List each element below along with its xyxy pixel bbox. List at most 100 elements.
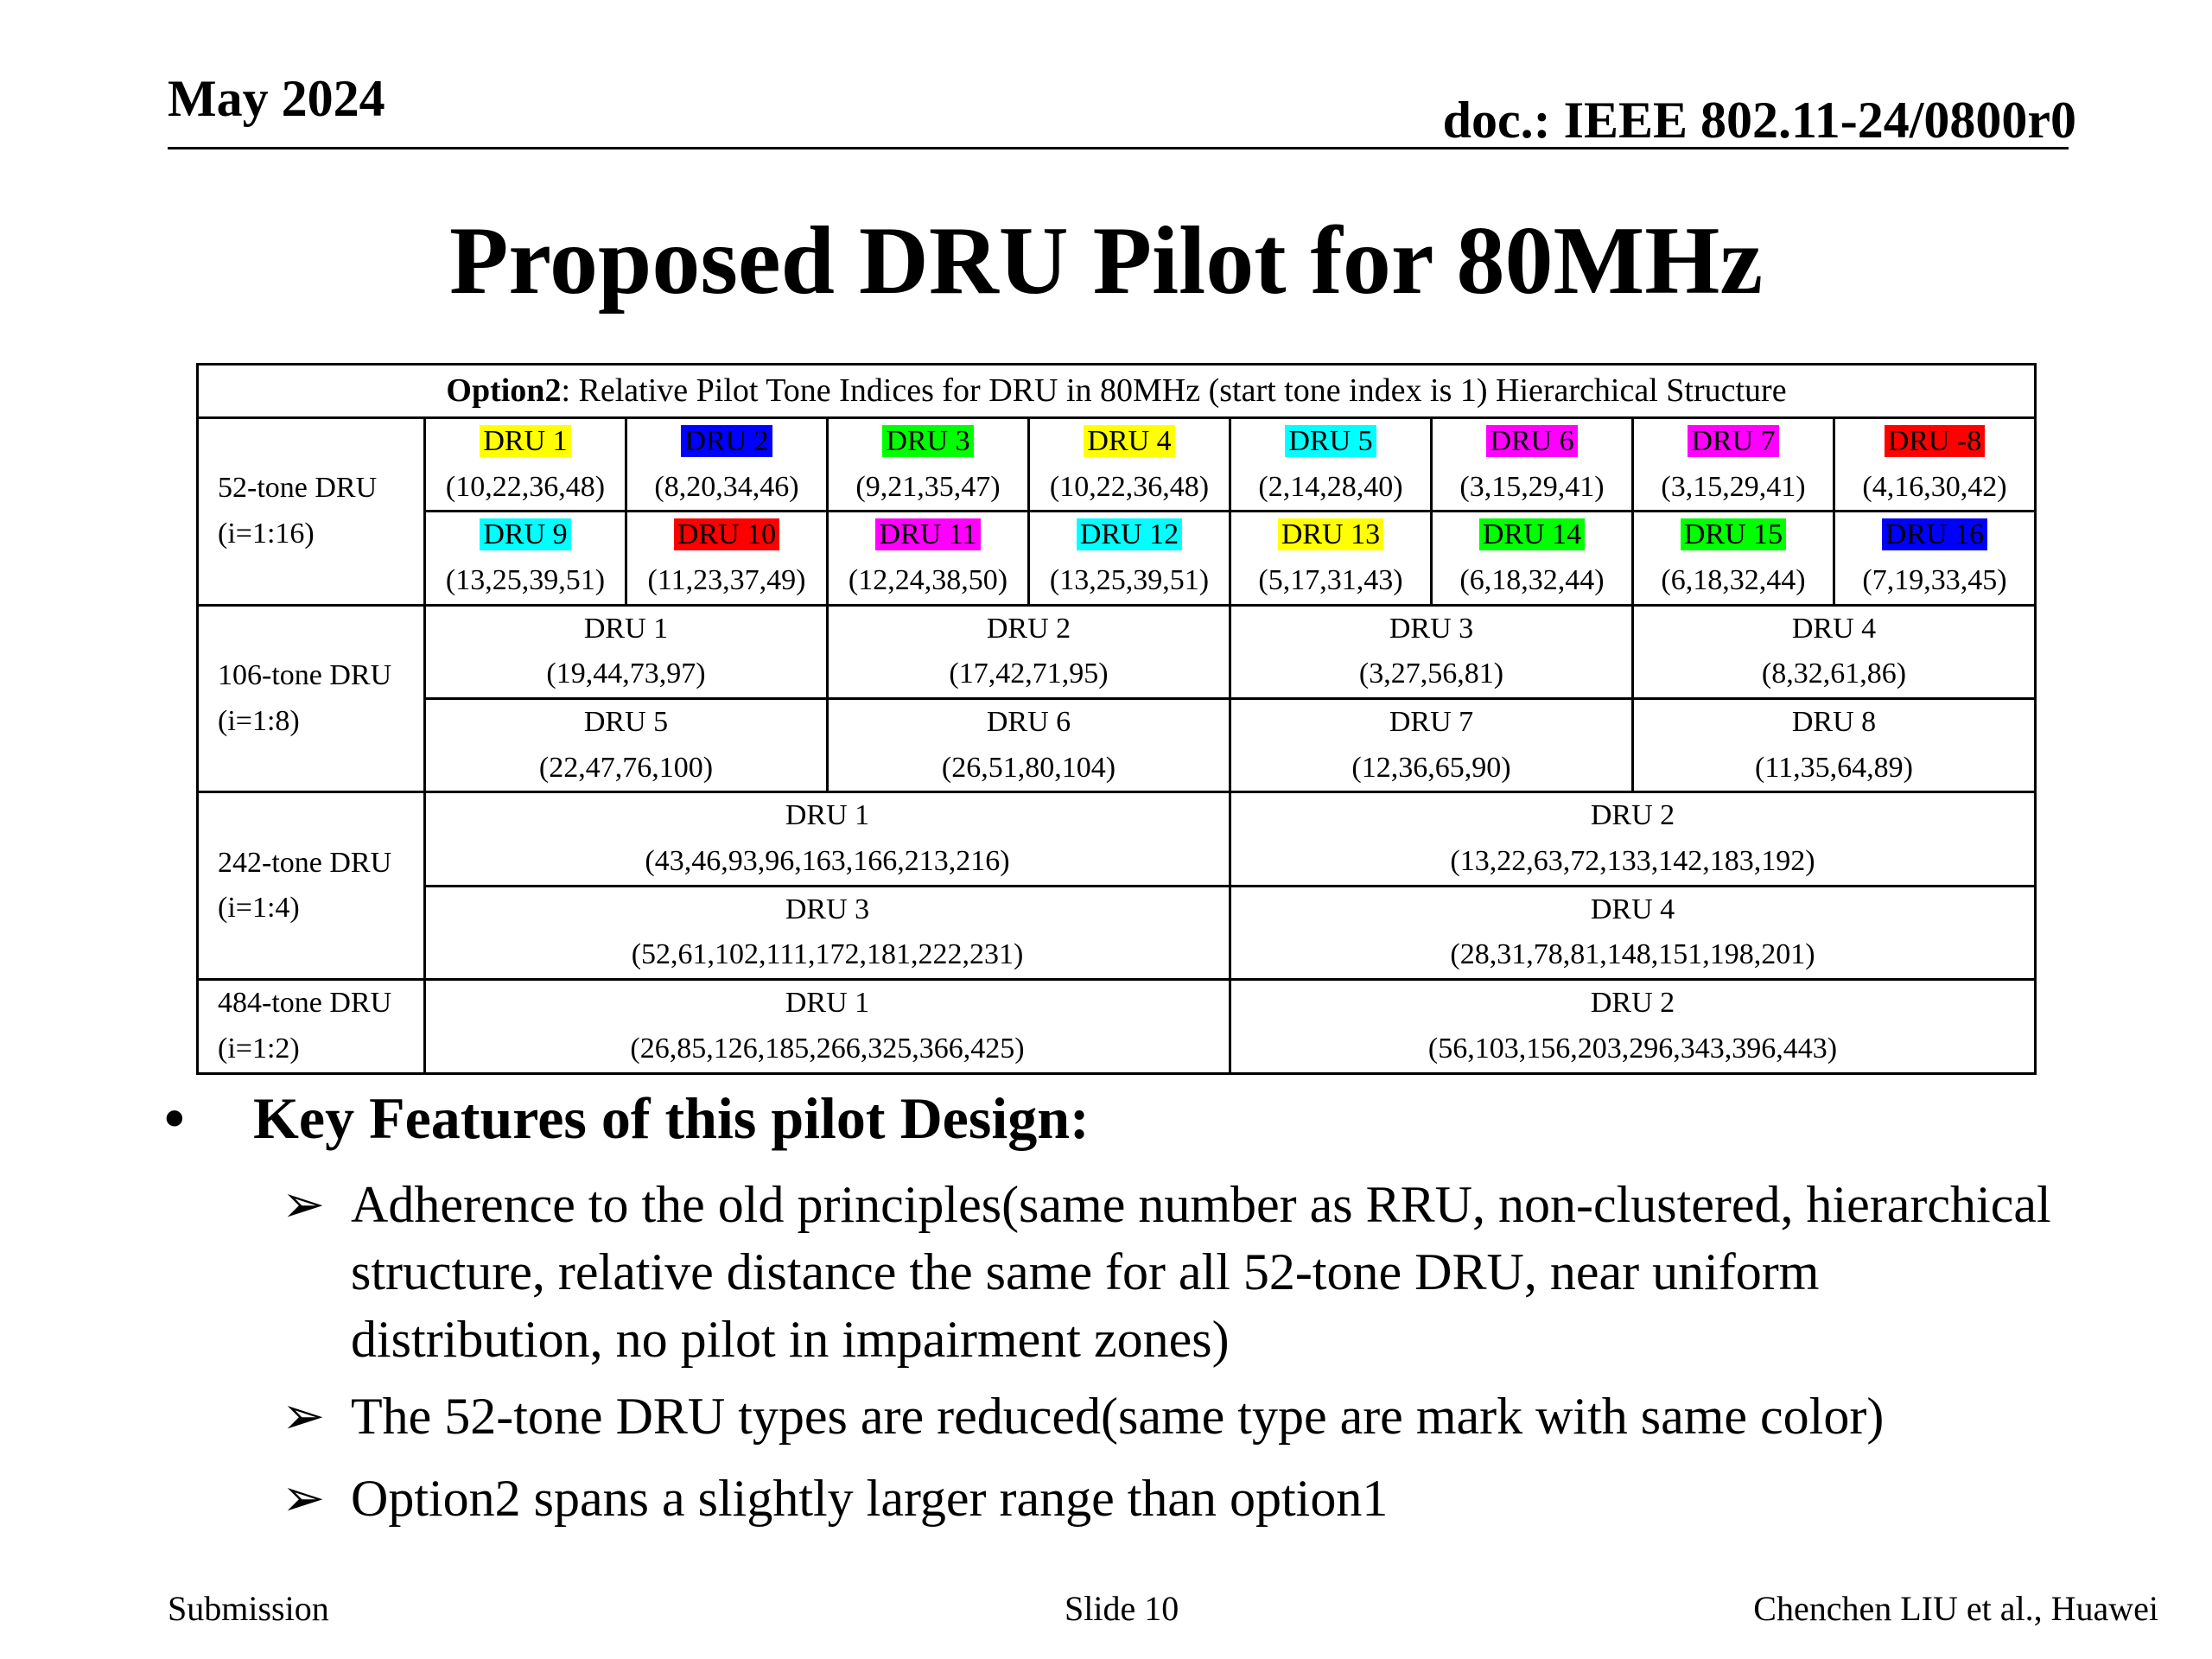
- dru52-indices: (3,15,29,41): [1661, 470, 1806, 503]
- dru52-indices: (11,23,37,49): [647, 563, 806, 596]
- dru52-indices: (10,22,36,48): [1049, 470, 1210, 503]
- feature-text: Option2 spans a slightly larger range th…: [351, 1470, 1389, 1527]
- dru484-cell: DRU 2 (56,103,156,203,296,343,396,443): [1229, 978, 2037, 1075]
- dru106-name: DRU 3: [1389, 612, 1474, 645]
- dru52-indices: (13,25,39,51): [445, 563, 606, 596]
- dru-pilot-table: Option2: Relative Pilot Tone Indices for…: [196, 363, 2037, 1075]
- dru52-indices: (8,20,34,46): [654, 470, 799, 503]
- caption-option: Option2: [446, 372, 562, 409]
- dru52-cell: DRU 13 (5,17,31,43): [1229, 510, 1433, 607]
- dru106-indices: (8,32,61,86): [1761, 658, 1907, 690]
- dru106-indices: (11,35,64,89): [1755, 751, 1913, 784]
- dru106-cell: DRU 4 (8,32,61,86): [1631, 603, 2037, 701]
- dru106-indices: (3,27,56,81): [1358, 658, 1504, 690]
- arrow-bullet-icon: ➢: [282, 1388, 326, 1445]
- dru106-name: DRU 5: [583, 706, 669, 739]
- dru242-cell: DRU 3 (52,61,102,111,172,181,222,231): [423, 884, 1231, 982]
- arrow-bullet-icon: ➢: [282, 1470, 326, 1527]
- dru242-indices: (28,31,78,81,148,151,198,201): [1450, 938, 1815, 971]
- feature-text: Adherence to the old principles(same num…: [351, 1176, 2051, 1368]
- arrow-bullet-icon: ➢: [282, 1176, 326, 1233]
- slide-title: Proposed DRU Pilot for 80MHz: [448, 207, 1764, 315]
- dru52-indices: (5,17,31,43): [1258, 563, 1403, 596]
- dru106-cell: DRU 1 (19,44,73,97): [423, 603, 829, 701]
- dru106-indices: (12,36,65,90): [1351, 751, 1511, 784]
- footer-slide-number: Slide 10: [1065, 1589, 1179, 1628]
- dru484-name: DRU 2: [1590, 987, 1675, 1020]
- dru52-name: DRU 1: [480, 424, 571, 457]
- dru242-indices: (43,46,93,96,163,166,213,216): [645, 845, 1010, 878]
- dru106-name: DRU 8: [1791, 706, 1877, 739]
- dru52-indices: (7,19,33,45): [1862, 563, 2007, 596]
- dru52-cell: DRU 3 (9,21,35,47): [826, 416, 1030, 513]
- dru52-name: DRU 4: [1084, 424, 1175, 457]
- header-rule: [168, 147, 2069, 149]
- dru52-name: DRU 13: [1277, 518, 1384, 551]
- dru242-cell: DRU 2 (13,22,63,72,133,142,183,192): [1229, 791, 2037, 887]
- dru52-indices: (3,15,29,41): [1459, 470, 1605, 503]
- dru52-cell: DRU 1 (10,22,36,48): [423, 416, 627, 513]
- dru106-cell: DRU 3 (3,27,56,81): [1229, 603, 1634, 701]
- dru106-cell: DRU 7 (12,36,65,90): [1229, 697, 1634, 794]
- row-header-52: 52-tone DRU (i=1:16): [196, 416, 426, 607]
- row-range-52: (i=1:16): [218, 517, 315, 550]
- row-label-484: 484-tone DRU: [218, 987, 392, 1020]
- dru484-name: DRU 1: [785, 987, 870, 1020]
- dru52-indices: (6,18,32,44): [1459, 563, 1605, 596]
- row-range-242: (i=1:4): [218, 892, 300, 925]
- key-features-heading: • Key Features of this pilot Design:: [164, 1084, 1090, 1153]
- dru52-cell: DRU 10 (11,23,37,49): [625, 510, 829, 607]
- dru52-cell: DRU 15 (6,18,32,44): [1631, 510, 1835, 607]
- footer-submission: Submission: [168, 1589, 329, 1628]
- header-doc-id: doc.: IEEE 802.11-24/0800r0: [1442, 92, 2076, 149]
- dru52-name: DRU 6: [1486, 424, 1578, 457]
- dru106-name: DRU 4: [1791, 612, 1877, 645]
- feature-item: ➢ Adherence to the old principles(same n…: [282, 1171, 2062, 1373]
- dru52-name: DRU 3: [882, 424, 974, 457]
- dru52-cell: DRU 7 (3,15,29,41): [1631, 416, 1835, 513]
- feature-text: The 52-tone DRU types are reduced(same t…: [351, 1388, 1885, 1445]
- row-header-106: 106-tone DRU (i=1:8): [196, 603, 426, 794]
- dru52-indices: (4,16,30,42): [1862, 470, 2007, 503]
- dru106-indices: (19,44,73,97): [546, 658, 706, 690]
- dru106-cell: DRU 8 (11,35,64,89): [1631, 697, 2037, 794]
- feature-item: ➢ The 52-tone DRU types are reduced(same…: [282, 1382, 2062, 1450]
- dru242-cell: DRU 1 (43,46,93,96,163,166,213,216): [423, 791, 1231, 887]
- dru52-cell: DRU 16 (7,19,33,45): [1833, 510, 2037, 607]
- dru242-cell: DRU 4 (28,31,78,81,148,151,198,201): [1229, 884, 2037, 982]
- dru52-cell: DRU 9 (13,25,39,51): [423, 510, 627, 607]
- dru242-name: DRU 4: [1590, 893, 1675, 925]
- dru242-name: DRU 2: [1590, 799, 1675, 832]
- dru52-name: DRU 10: [673, 518, 780, 551]
- footer-authors: Chenchen LIU et al., Huawei: [1753, 1589, 2158, 1628]
- dru242-name: DRU 3: [785, 893, 870, 925]
- dru242-indices: (13,22,63,72,133,142,183,192): [1450, 845, 1815, 878]
- dru52-cell: DRU 2 (8,20,34,46): [625, 416, 829, 513]
- dru52-cell: DRU 6 (3,15,29,41): [1430, 416, 1634, 513]
- dru52-cell: DRU -8 (4,16,30,42): [1833, 416, 2037, 513]
- dru52-name: DRU 12: [1076, 518, 1183, 551]
- dru484-cell: DRU 1 (26,85,126,185,266,325,366,425): [423, 978, 1231, 1075]
- dru52-name: DRU 5: [1285, 424, 1376, 457]
- feature-item: ➢ Option2 spans a slightly larger range …: [282, 1465, 2062, 1532]
- row-label-52: 52-tone DRU: [218, 472, 378, 505]
- row-range-106: (i=1:8): [218, 704, 300, 737]
- table-caption: Option2: Relative Pilot Tone Indices for…: [196, 363, 2037, 419]
- dru52-cell: DRU 14 (6,18,32,44): [1430, 510, 1634, 607]
- dru52-indices: (10,22,36,48): [445, 470, 606, 503]
- dru52-cell: DRU 4 (10,22,36,48): [1027, 416, 1231, 513]
- dru52-indices: (12,24,38,50): [848, 563, 1008, 596]
- dru52-name: DRU 14: [1478, 518, 1586, 551]
- dru106-name: DRU 7: [1389, 706, 1474, 739]
- dru52-name: DRU 16: [1881, 518, 1988, 551]
- dru106-cell: DRU 6 (26,51,80,104): [826, 697, 1231, 794]
- header-date: May 2024: [168, 70, 385, 127]
- dru106-name: DRU 6: [986, 706, 1071, 739]
- dru52-name: DRU 2: [681, 424, 772, 457]
- caption-text: : Relative Pilot Tone Indices for DRU in…: [561, 372, 1787, 409]
- dru52-name: DRU 7: [1688, 424, 1779, 457]
- row-header-484: 484-tone DRU (i=1:2): [196, 978, 426, 1075]
- dru52-name: DRU 9: [480, 518, 571, 551]
- dru484-indices: (26,85,126,185,266,325,366,425): [630, 1032, 1025, 1065]
- dru242-indices: (52,61,102,111,172,181,222,231): [631, 938, 1024, 971]
